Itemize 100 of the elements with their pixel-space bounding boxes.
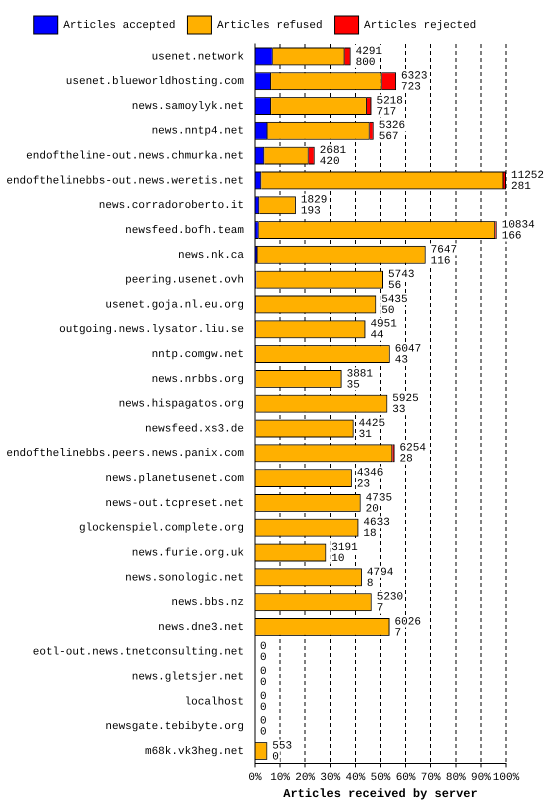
x-tick-label: 90%	[470, 772, 492, 784]
annotation: 5218	[376, 95, 403, 108]
annotation: 553	[272, 740, 292, 752]
annotation: 28	[400, 454, 413, 466]
annotation: 717	[376, 106, 396, 118]
y-tick-label: news.hispagatos.org	[118, 398, 244, 411]
y-tick-label: usenet.goja.nl.eu.org	[105, 299, 244, 312]
annotation: 56	[388, 280, 402, 292]
annotation: 20	[366, 503, 379, 516]
y-tick-label: news.sonologic.net	[125, 572, 244, 584]
annotation: 7	[394, 627, 402, 640]
annotation: 50	[381, 304, 394, 317]
y-tick-label: news.bbs.nz	[171, 597, 244, 610]
annotation: 43	[394, 354, 408, 366]
annotation: 6047	[394, 343, 422, 356]
x-tick-label: 10%	[270, 772, 290, 784]
annotation: 0	[260, 666, 267, 678]
y-tick-label: news.nrbbs.org	[152, 374, 244, 386]
annotation: 31	[358, 428, 372, 441]
y-tick-label: news.furie.org.uk	[132, 547, 244, 560]
y-tick-label: nntp.comgw.net	[152, 348, 244, 361]
x-tick-label: 50%	[370, 772, 391, 784]
annotation: 5326	[378, 120, 406, 132]
annotation: 5743	[388, 269, 414, 282]
x-tick-label: 0%	[248, 772, 262, 784]
y-tick-label: news-out.tcpreset.net	[105, 498, 244, 510]
y-tick-label: news.nntp4.net	[152, 126, 244, 138]
x-tick-label: 40%	[345, 772, 366, 784]
x-tick-label: 20%	[295, 772, 316, 784]
annotation: 11252	[511, 170, 544, 182]
annotation: 4633	[363, 517, 390, 530]
annotation: 0	[260, 652, 267, 664]
annotation: 166	[502, 230, 522, 242]
y-tick-label: newsgate.tebibyte.org	[105, 721, 244, 734]
annotation: 420	[320, 156, 340, 168]
legend-label: Articles refused	[216, 20, 323, 32]
annotation: 4291	[356, 46, 382, 58]
y-tick-label: peering.usenet.ovh	[125, 274, 244, 287]
y-tick-label: glockenspiel.complete.org	[78, 522, 244, 535]
y-tick-label: news.dne3.net	[158, 622, 244, 634]
x-axis-title: Articles received by server	[283, 786, 478, 801]
annotation: 33	[392, 404, 406, 416]
legend-label: Articles rejected	[364, 20, 476, 32]
annotation: 4425	[358, 418, 386, 430]
annotation: 6026	[394, 616, 421, 628]
y-tick-label: endofthelinebbs-out.news.weretis.net	[6, 175, 244, 188]
y-tick-label: eotl-out.news.tnetconsulting.net	[32, 646, 244, 659]
annotation: 10834	[502, 219, 536, 232]
annotation: 7647	[430, 244, 458, 256]
annotation: 0	[260, 641, 267, 654]
y-tick-label: news.samoylyk.net	[132, 100, 244, 113]
annotation: 44	[370, 330, 384, 342]
x-tick-label: 60%	[396, 772, 416, 784]
y-tick-label: newsfeed.bofh.team	[125, 224, 244, 237]
legend-label: Articles accepted	[63, 20, 176, 32]
annotation: 0	[260, 676, 267, 689]
annotation: 193	[300, 206, 321, 218]
y-tick-label: news.gletsjer.net	[132, 671, 244, 684]
y-tick-label: usenet.blueworldhosting.com	[66, 76, 244, 88]
y-tick-label: endofthelinebbs.peers.news.panix.com	[6, 448, 244, 460]
annotation: 0	[260, 690, 267, 703]
annotation: 0	[260, 726, 267, 739]
y-tick-label: news.planetusenet.com	[105, 473, 244, 486]
y-tick-label: usenet.network	[152, 51, 244, 64]
annotation: 5925	[392, 393, 419, 406]
annotation: 0	[260, 702, 267, 714]
y-tick-label: news.corradoroberto.it	[98, 200, 244, 212]
annotation: 2681	[320, 145, 347, 158]
annotation: 800	[356, 56, 376, 69]
annotation: 5435	[381, 294, 408, 306]
annotation: 8	[366, 578, 374, 590]
annotation: 5230	[376, 592, 404, 604]
x-tick-label: 100%	[492, 772, 520, 784]
annotation: 6323	[401, 70, 428, 83]
annotation: 116	[430, 255, 450, 268]
annotation: 4346	[356, 468, 384, 480]
annotation: 4794	[366, 566, 394, 579]
annotation: 10	[331, 552, 344, 565]
annotation: 4735	[366, 492, 392, 504]
annotation: 6254	[400, 442, 426, 455]
y-tick-label: newsfeed.xs3.de	[144, 423, 244, 436]
annotation: 23	[356, 478, 370, 491]
annotation: 567	[378, 131, 399, 144]
x-tick-label: 70%	[420, 772, 441, 784]
annotation: 4951	[370, 318, 398, 331]
annotation: 3881	[346, 368, 374, 380]
y-tick-label: m68k.vk3heg.net	[144, 746, 244, 758]
x-tick-label: 80%	[446, 772, 466, 784]
annotation: 281	[511, 180, 532, 193]
annotation: 1829	[300, 194, 328, 207]
x-tick-label: 30%	[320, 772, 341, 784]
annotation: 35	[346, 379, 360, 392]
annotation: 3191	[331, 542, 358, 554]
annotation: 18	[363, 528, 377, 540]
y-tick-label: localhost	[184, 696, 244, 708]
y-tick-label: news.nk.ca	[178, 250, 244, 262]
y-tick-label: outgoing.news.lysator.liu.se	[59, 324, 244, 336]
annotation: 0	[260, 716, 267, 728]
annotation: 7	[376, 602, 384, 615]
annotation: 0	[272, 751, 279, 764]
